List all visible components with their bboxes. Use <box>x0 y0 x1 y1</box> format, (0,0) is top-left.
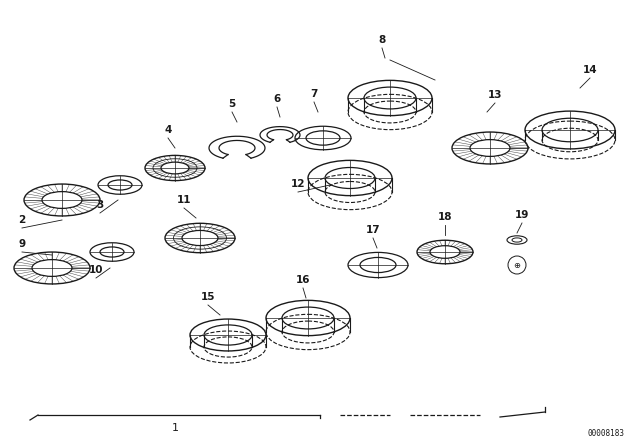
Text: 3: 3 <box>97 200 104 210</box>
Text: 11: 11 <box>177 195 191 205</box>
Text: 2: 2 <box>19 215 26 225</box>
Text: 17: 17 <box>365 225 380 235</box>
Text: 15: 15 <box>201 292 215 302</box>
Text: 13: 13 <box>488 90 502 100</box>
Text: 19: 19 <box>515 210 529 220</box>
Text: 1: 1 <box>172 423 179 433</box>
Text: 00008183: 00008183 <box>588 429 625 438</box>
Text: 7: 7 <box>310 89 317 99</box>
Text: 5: 5 <box>228 99 236 109</box>
Text: 9: 9 <box>19 239 26 249</box>
Text: 8: 8 <box>378 35 386 45</box>
Text: 4: 4 <box>164 125 172 135</box>
Text: 12: 12 <box>291 179 305 189</box>
Text: 16: 16 <box>296 275 310 285</box>
Text: ⊕: ⊕ <box>513 260 520 270</box>
Text: 6: 6 <box>273 94 280 104</box>
Text: 18: 18 <box>438 212 452 222</box>
Text: 14: 14 <box>582 65 597 75</box>
Text: 10: 10 <box>89 265 103 275</box>
